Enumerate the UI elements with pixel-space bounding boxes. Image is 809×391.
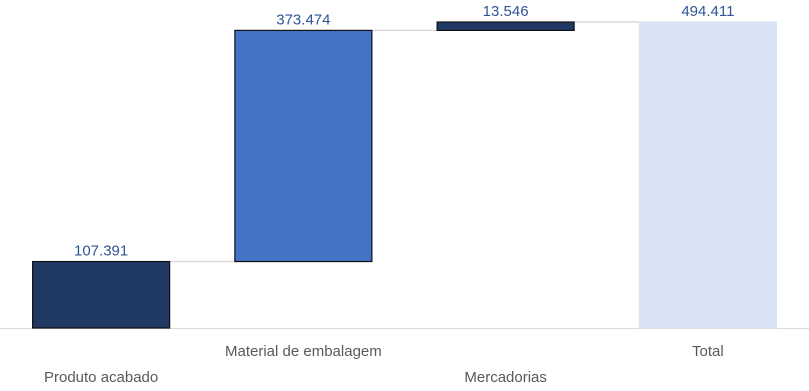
bar-mercadorias [436,21,575,32]
category-label-layer: Produto acabado Material de embalagem Merc… [44,343,724,386]
bar-material-de-embalagem [234,29,373,263]
bar-layer [32,21,777,329]
value-label: 107.391 [74,243,128,260]
category-label: Total [692,343,724,360]
category-label: Produto acabado [44,369,158,386]
bar-produto-acabado [32,260,171,329]
value-label-layer: 107.391 373.474 13.546 494.411 [74,3,734,260]
bar-total [638,21,777,329]
category-label: Material de embalagem [225,343,382,360]
value-label: 13.546 [483,3,529,20]
category-label: Mercadorias [464,369,547,386]
value-label: 494.411 [681,3,734,20]
connector-layer [169,21,640,263]
value-label: 373.474 [276,11,330,28]
